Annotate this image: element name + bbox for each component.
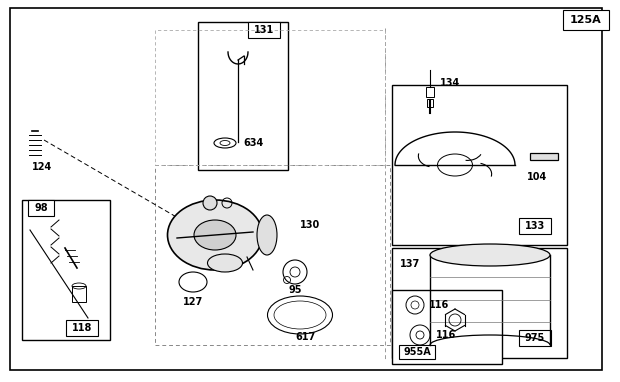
Text: 634: 634 bbox=[243, 138, 264, 148]
Text: 131: 131 bbox=[254, 25, 274, 35]
Text: 118: 118 bbox=[72, 323, 92, 333]
Circle shape bbox=[203, 196, 217, 210]
Bar bbox=[392, 290, 502, 364]
Ellipse shape bbox=[194, 220, 236, 250]
Ellipse shape bbox=[430, 244, 550, 266]
Bar bbox=[530, 153, 558, 160]
Text: 130: 130 bbox=[300, 220, 321, 230]
Bar bbox=[519, 218, 551, 234]
Text: 125A: 125A bbox=[570, 15, 602, 25]
Text: 124: 124 bbox=[32, 162, 52, 172]
Text: 116: 116 bbox=[429, 300, 450, 310]
Text: 127: 127 bbox=[183, 297, 203, 307]
Bar bbox=[399, 345, 435, 359]
Bar bbox=[392, 248, 567, 358]
Text: 104: 104 bbox=[527, 172, 547, 182]
Bar bbox=[248, 22, 280, 38]
Text: 134: 134 bbox=[440, 78, 460, 88]
Bar bbox=[427, 99, 433, 107]
Bar bbox=[72, 286, 86, 302]
Text: eReplacementParts.com: eReplacementParts.com bbox=[223, 194, 360, 204]
Bar bbox=[392, 85, 567, 245]
Text: 617: 617 bbox=[295, 332, 315, 342]
Text: 95: 95 bbox=[288, 285, 302, 295]
Ellipse shape bbox=[257, 215, 277, 255]
Ellipse shape bbox=[208, 254, 242, 272]
Ellipse shape bbox=[167, 200, 262, 270]
Bar bbox=[563, 10, 609, 30]
Bar bbox=[155, 165, 390, 345]
Bar bbox=[155, 30, 385, 165]
Bar bbox=[66, 320, 98, 336]
Text: 98: 98 bbox=[34, 203, 48, 213]
Text: 955A: 955A bbox=[403, 347, 431, 357]
Bar bbox=[28, 200, 54, 216]
Text: 133: 133 bbox=[525, 221, 545, 231]
Text: 137: 137 bbox=[400, 259, 420, 269]
Text: 116: 116 bbox=[436, 330, 456, 340]
Bar bbox=[198, 22, 288, 170]
Bar bbox=[426, 87, 434, 97]
Bar bbox=[519, 330, 551, 346]
Text: 975: 975 bbox=[525, 333, 545, 343]
Bar bbox=[22, 200, 110, 340]
